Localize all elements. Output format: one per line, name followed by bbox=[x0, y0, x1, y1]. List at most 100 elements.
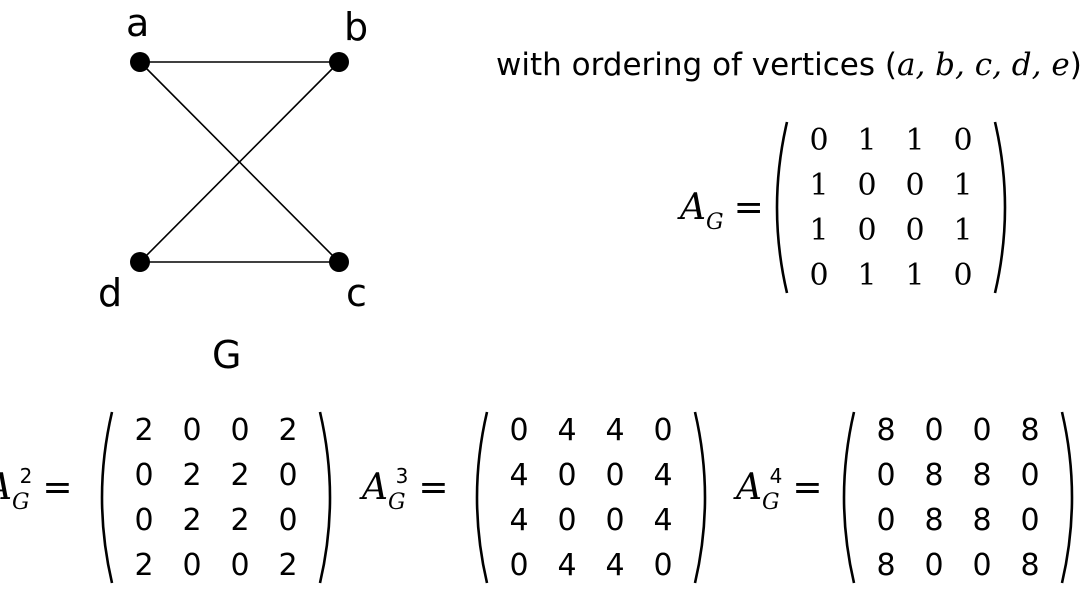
matrix-base: A bbox=[680, 187, 706, 228]
vertex-label-c: c bbox=[346, 271, 367, 315]
matrix-cell: 0 bbox=[953, 257, 973, 293]
matrix-base: A bbox=[0, 467, 12, 508]
matrix-cell: 2 bbox=[230, 457, 250, 493]
right-parenthesis bbox=[318, 411, 332, 584]
matrix-cell: 0 bbox=[905, 167, 925, 203]
matrix-cell: 1 bbox=[905, 257, 925, 293]
matrix-subscript: G bbox=[762, 490, 780, 515]
vertex-c bbox=[329, 252, 349, 272]
matrix-base: A bbox=[362, 467, 388, 508]
equals-sign: = bbox=[792, 467, 823, 508]
matrix-cell: 0 bbox=[857, 212, 877, 248]
vertex-ordering-text: with ordering of vertices (a, b, c, d, e… bbox=[496, 48, 1085, 82]
matrix-cell: 2 bbox=[278, 412, 298, 448]
matrix-power: 2 bbox=[19, 464, 33, 488]
right-parenthesis bbox=[1060, 411, 1074, 584]
matrix-cell: 4 bbox=[653, 502, 673, 538]
matrix-cell: 0 bbox=[134, 502, 154, 538]
matrix-power-4-label: AG4 = bbox=[736, 466, 823, 514]
matrix-cell: 4 bbox=[605, 412, 625, 448]
graph-g bbox=[130, 52, 349, 272]
matrix-cell: 0 bbox=[134, 457, 154, 493]
edge-b-d bbox=[139, 61, 340, 263]
matrix-cell: 0 bbox=[557, 457, 577, 493]
matrix-cell: 2 bbox=[134, 547, 154, 583]
matrix-cell: 0 bbox=[557, 502, 577, 538]
matrix-cell: 0 bbox=[182, 547, 202, 583]
matrix-cell: 1 bbox=[905, 122, 925, 158]
matrix-cell: 0 bbox=[605, 457, 625, 493]
matrix-cell: 0 bbox=[509, 412, 529, 448]
matrix-power-3-label: AG3 = bbox=[362, 466, 448, 514]
matrix-cell: 2 bbox=[134, 412, 154, 448]
matrix-subscript: G bbox=[706, 210, 724, 235]
matrix-cell: 0 bbox=[876, 502, 896, 538]
right-parenthesis bbox=[993, 121, 1007, 294]
matrix-subscript: G bbox=[12, 490, 30, 515]
vertex-b bbox=[329, 52, 349, 72]
vertex-label-d: d bbox=[98, 271, 123, 315]
matrix-cell: 0 bbox=[278, 457, 298, 493]
matrix-cell: 1 bbox=[857, 122, 877, 158]
ordering-prefix: with ordering of vertices ( bbox=[496, 47, 897, 83]
matrix-cell: 2 bbox=[230, 502, 250, 538]
matrix-cell: 0 bbox=[953, 122, 973, 158]
graph-caption: G bbox=[212, 333, 242, 377]
matrix-cell: 4 bbox=[557, 547, 577, 583]
matrix-cell: 4 bbox=[509, 457, 529, 493]
vertex-label-b: b bbox=[344, 5, 369, 49]
equals-sign: = bbox=[42, 467, 73, 508]
matrix-cell: 8 bbox=[1020, 547, 1040, 583]
matrix-cell: 8 bbox=[876, 412, 896, 448]
matrix-cell: 0 bbox=[972, 547, 992, 583]
matrix-cell: 0 bbox=[809, 257, 829, 293]
matrix-cell: 4 bbox=[557, 412, 577, 448]
matrix-power: 4 bbox=[769, 464, 783, 488]
matrix-cell: 0 bbox=[876, 457, 896, 493]
matrix-cell: 8 bbox=[1020, 412, 1040, 448]
right-parenthesis bbox=[693, 411, 707, 584]
matrix-cell: 0 bbox=[509, 547, 529, 583]
matrix-cell: 8 bbox=[924, 502, 944, 538]
matrix-cell: 8 bbox=[876, 547, 896, 583]
matrix-cell: 1 bbox=[857, 257, 877, 293]
matrix-cell: 2 bbox=[182, 457, 202, 493]
matrix-cell: 0 bbox=[653, 412, 673, 448]
matrix-cell: 4 bbox=[605, 547, 625, 583]
matrix-cell: 0 bbox=[278, 502, 298, 538]
left-parenthesis bbox=[842, 411, 856, 584]
ordering-suffix: ): bbox=[1069, 47, 1085, 83]
vertex-a bbox=[130, 52, 150, 72]
left-parenthesis bbox=[775, 121, 789, 294]
matrix-cell: 0 bbox=[924, 547, 944, 583]
matrix-base: A bbox=[736, 467, 762, 508]
matrix-cell: 2 bbox=[182, 502, 202, 538]
left-parenthesis bbox=[100, 411, 114, 584]
matrix-cell: 2 bbox=[278, 547, 298, 583]
matrix-cell: 0 bbox=[230, 547, 250, 583]
adjacency-matrix-label: AG = bbox=[680, 187, 764, 234]
matrix-cell: 8 bbox=[924, 457, 944, 493]
matrix-cell: 0 bbox=[182, 412, 202, 448]
matrix-cell: 1 bbox=[953, 212, 973, 248]
matrix-cell: 0 bbox=[972, 412, 992, 448]
matrix-cell: 0 bbox=[905, 212, 925, 248]
matrix-cell: 0 bbox=[1020, 502, 1040, 538]
matrix-cell: 8 bbox=[972, 502, 992, 538]
ordering-vertices: a, b, c, d, e bbox=[896, 47, 1070, 83]
matrix-subscript: G bbox=[388, 490, 406, 515]
matrix-cell: 0 bbox=[230, 412, 250, 448]
matrix-power-2-label: AG2 = bbox=[0, 466, 73, 514]
matrix-cell: 0 bbox=[653, 547, 673, 583]
matrix-cell: 0 bbox=[1020, 457, 1040, 493]
matrix-power: 3 bbox=[395, 464, 409, 488]
matrix-cell: 0 bbox=[605, 502, 625, 538]
matrix-cell: 4 bbox=[509, 502, 529, 538]
